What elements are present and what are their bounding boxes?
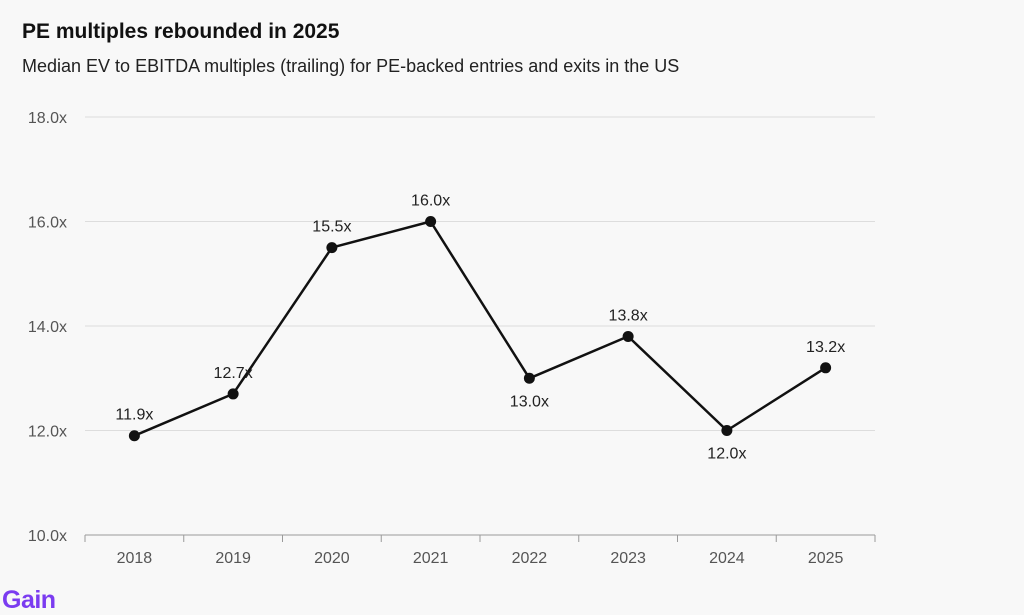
data-label: 12.7x (214, 365, 253, 382)
data-point (227, 388, 239, 400)
data-label: 11.9x (115, 407, 153, 424)
y-axis-tick-labels: 10.0x 12.0x 14.0x 16.0x 18.0x (28, 110, 67, 545)
data-point (820, 362, 832, 374)
x-tick-label: 2018 (117, 550, 153, 567)
series-path (133, 220, 827, 437)
data-label: 13.2x (806, 339, 845, 356)
y-tick-label: 16.0x (28, 215, 67, 232)
y-tick-label: 12.0x (28, 424, 67, 441)
data-label: 16.0x (411, 193, 450, 210)
data-point (128, 430, 140, 442)
x-tick-label: 2019 (215, 550, 251, 567)
x-tick-label: 2024 (709, 550, 745, 567)
x-axis-tick-labels: 2018 2019 2020 2021 2022 2023 2024 2025 (117, 550, 844, 567)
y-tick-label: 14.0x (28, 319, 67, 336)
data-point (425, 216, 437, 227)
grid-lines (85, 116, 875, 431)
data-point (721, 425, 733, 436)
chart-title: PE multiples rebounded in 2025 (22, 20, 340, 43)
data-label: 12.0x (707, 446, 746, 463)
data-points (128, 216, 832, 442)
x-tick-label: 2022 (512, 550, 548, 567)
gain-logo: Gain (2, 586, 56, 614)
data-labels: 11.9x 12.7x 15.5x 16.0x 13.0x 13.8x 12.0x 13.2x (115, 193, 845, 463)
data-point (523, 372, 535, 384)
x-tick-label: 2025 (808, 550, 844, 567)
x-tick-label: 2020 (314, 550, 350, 567)
x-tick-label: 2021 (413, 550, 449, 567)
chart-subtitle: Median EV to EBITDA multiples (trailing)… (22, 56, 680, 76)
x-tick-label: 2023 (610, 550, 646, 567)
data-point (326, 242, 338, 254)
x-axis (84, 534, 876, 542)
data-label: 15.5x (312, 219, 351, 236)
data-label: 13.0x (510, 393, 549, 410)
data-label: 13.8x (609, 307, 648, 324)
y-tick-label: 18.0x (28, 110, 67, 127)
y-tick-label: 10.0x (28, 528, 67, 545)
series-line (133, 220, 827, 437)
data-point (622, 330, 634, 342)
